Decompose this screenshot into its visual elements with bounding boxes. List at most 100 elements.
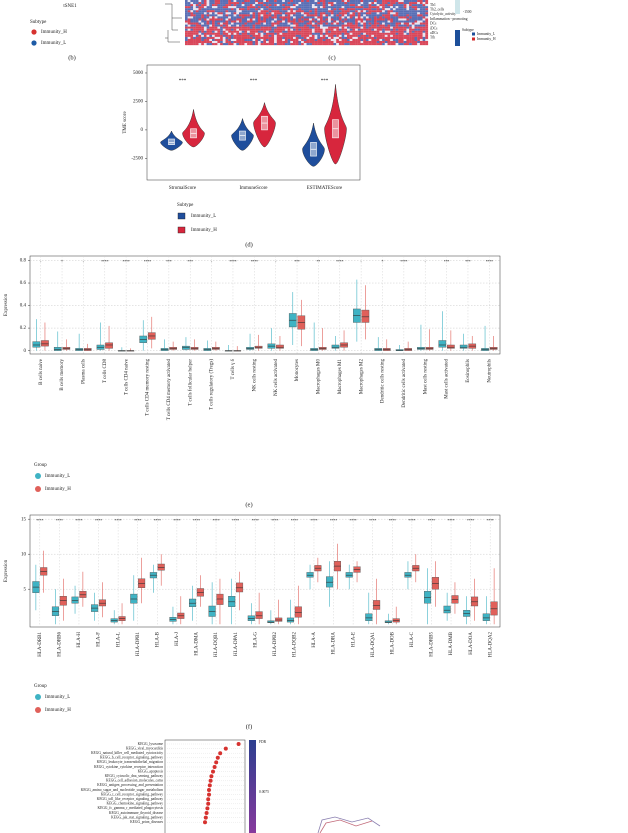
heatmap-cell (325, 26, 329, 29)
heatmap-cell (203, 43, 207, 46)
heatmap-cell (314, 6, 318, 9)
heatmap-cell (409, 16, 412, 19)
heatmap-cell (306, 20, 310, 23)
heatmap-cell (252, 20, 256, 23)
heatmap-cell (228, 14, 231, 17)
heatmap-cell (306, 16, 310, 19)
heatmap-cell (287, 32, 291, 35)
heatmap-cell (217, 12, 221, 15)
heatmap-cell (239, 36, 242, 39)
heatmap-cell (257, 16, 261, 19)
heatmap-cell (425, 34, 429, 37)
heatmap-cell (290, 6, 294, 9)
row-label: KEGG_autoimmune_thyroid_disease (109, 811, 164, 815)
heatmap-cell (233, 38, 237, 42)
heatmap-cell (295, 14, 299, 17)
heatmap-cell (230, 34, 234, 37)
heatmap-cell (368, 22, 372, 25)
heatmap-cell (382, 43, 385, 46)
heatmap-cell (360, 14, 364, 17)
heatmap-cell (214, 6, 218, 9)
heatmap-cell (365, 24, 369, 27)
heatmap-cell (217, 0, 221, 3)
heatmap-cell (220, 20, 223, 23)
heatmap-cell (352, 38, 356, 42)
heatmap-cell (355, 28, 358, 31)
box (447, 344, 455, 349)
heatmap-cell (406, 14, 410, 17)
heatmap-cell (322, 32, 326, 35)
heatmap-cell (266, 36, 269, 39)
heatmap-cell (344, 6, 348, 9)
heatmap-cell (282, 12, 285, 15)
heatmap-cell (239, 14, 242, 17)
heatmap-cell (414, 4, 418, 7)
heatmap-cell (290, 12, 294, 15)
heatmap-cell (322, 6, 326, 9)
heatmap-cell (212, 34, 215, 37)
heatmap-cell (363, 20, 366, 23)
heatmap-cell (198, 8, 202, 11)
heatmap-cell (185, 36, 188, 39)
heatmap-cell (401, 43, 404, 46)
heatmap-cell (382, 8, 385, 11)
significance-label: **** (56, 519, 63, 523)
heatmap-cell (249, 20, 253, 23)
heatmap-cell (360, 6, 364, 9)
heatmap-cell (382, 20, 385, 23)
heatmap-cell (290, 30, 294, 33)
heatmap-cell (336, 20, 339, 23)
heatmap-cell (392, 16, 396, 19)
heatmap-cell (311, 6, 315, 9)
heatmap-cell (214, 28, 218, 31)
heatmap-cell (384, 0, 388, 3)
heatmap-cell (282, 38, 285, 42)
heatmap-cell (274, 10, 277, 13)
heatmap-cell (214, 10, 218, 13)
heatmap-cell (382, 24, 385, 27)
heatmap-cell (293, 12, 296, 15)
heatmap-cell (403, 22, 407, 25)
heatmap-cell (220, 2, 223, 5)
heatmap-cell (222, 6, 226, 9)
heatmap-cell (225, 43, 229, 46)
heatmap-cell (422, 24, 426, 27)
heatmap-cell (279, 4, 283, 7)
y-axis-label: TME score (123, 111, 128, 134)
heatmap-cell (398, 16, 402, 19)
legend-label: Immunity_H (477, 37, 496, 41)
heatmap-cell (349, 41, 353, 44)
heatmap-cell (338, 22, 342, 25)
box (392, 618, 400, 623)
heatmap-cell (185, 14, 188, 17)
heatmap-cell (274, 20, 277, 23)
heatmap-cell (338, 24, 342, 27)
heatmap-cell (260, 43, 264, 46)
heatmap-cell (374, 12, 377, 15)
heatmap-cell (371, 30, 375, 33)
heatmap-cell (244, 34, 248, 37)
heatmap-cell (371, 10, 375, 13)
heatmap-cell (352, 26, 356, 29)
y-tick-label: 0.4 (20, 304, 27, 309)
heatmap-cell (422, 41, 426, 44)
heatmap-cell (419, 32, 423, 35)
heatmap-cell (422, 14, 426, 17)
heatmap-cell (230, 22, 234, 25)
heatmap-cell (249, 14, 253, 17)
heatmap-cell (195, 28, 199, 31)
heatmap-cell (239, 16, 242, 19)
heatmap-cell (379, 0, 383, 3)
significance-label: - (211, 260, 213, 264)
heatmap-cell (230, 14, 234, 17)
heatmap-cell (206, 20, 210, 23)
y-tick-label: -2500 (131, 157, 143, 162)
heatmap-cell (260, 10, 264, 13)
heatmap-cell (320, 8, 323, 11)
heatmap-cell (255, 34, 258, 37)
heatmap-cell (201, 22, 204, 25)
heatmap-cell (239, 26, 242, 29)
heatmap-cell (322, 10, 326, 13)
heatmap-cell (379, 32, 383, 35)
heatmap-cell (368, 6, 372, 9)
